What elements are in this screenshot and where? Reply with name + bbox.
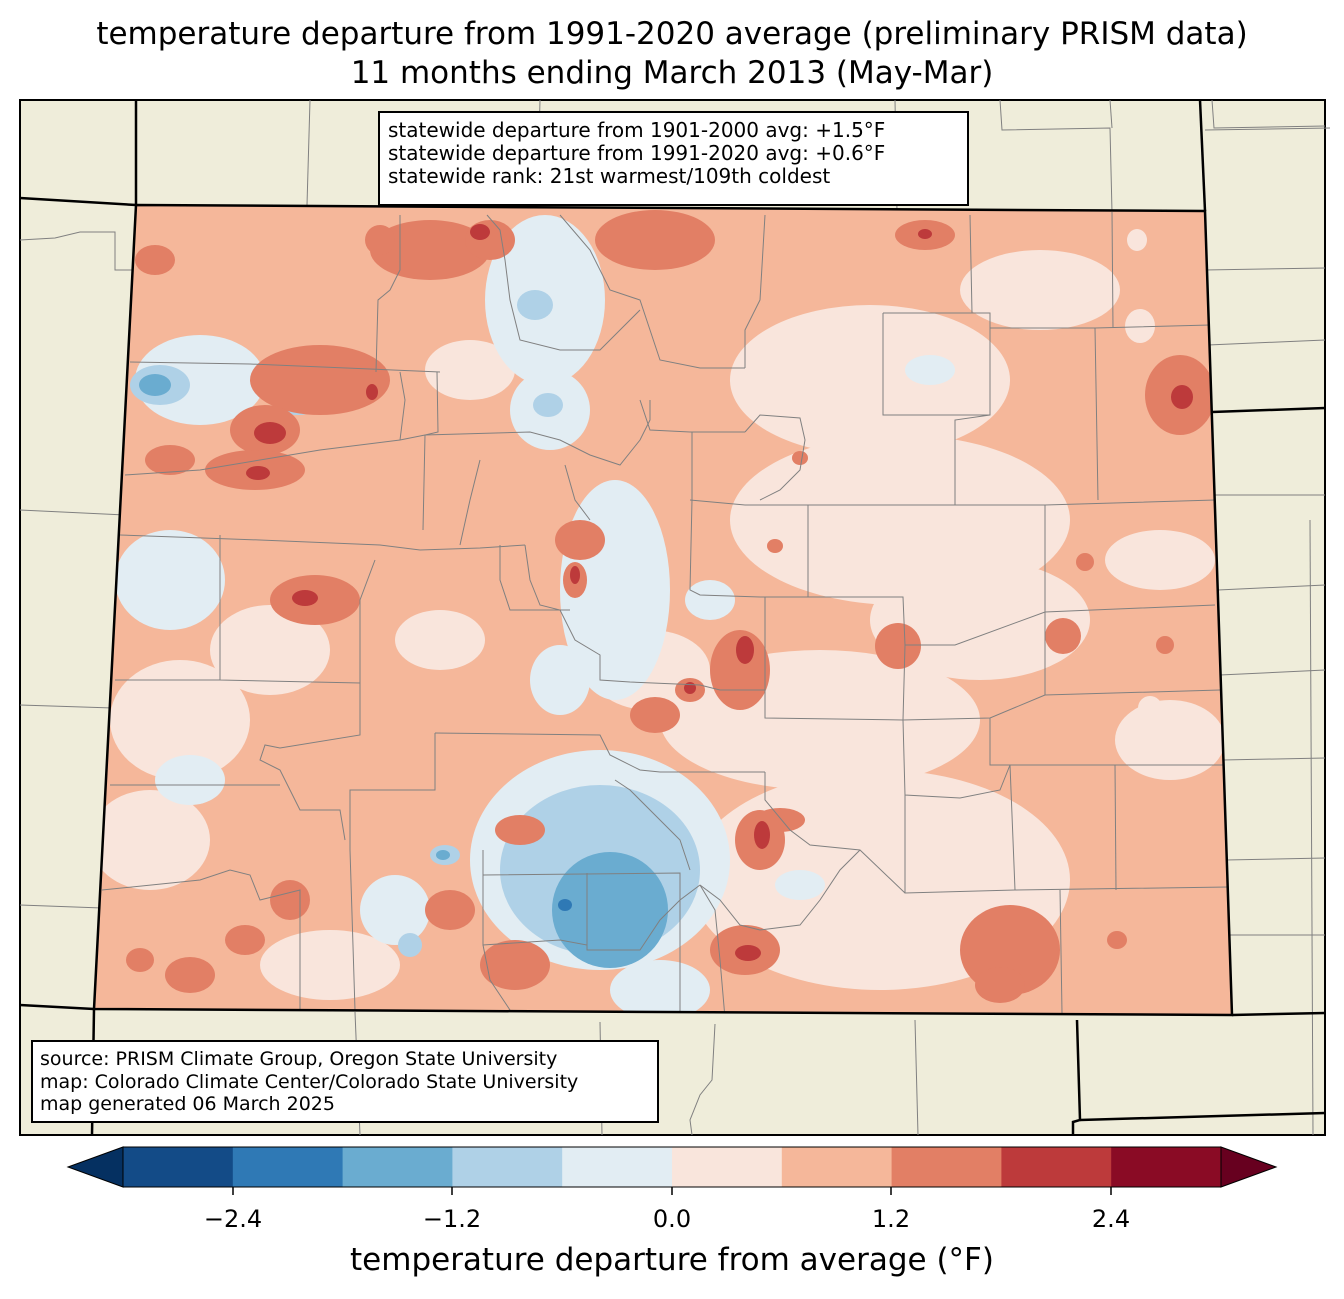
colorbar-max-extension — [1220, 1146, 1278, 1188]
stats-rank: statewide rank: 21st warmest/109th colde… — [388, 164, 831, 188]
colorbar — [66, 1146, 1278, 1195]
colorbar-bin — [1001, 1147, 1112, 1187]
colorbar-bin — [232, 1147, 344, 1187]
colorbar-tick-label: −2.4 — [203, 1205, 263, 1233]
map-subtitle: 11 months ending March 2013 (May-Mar) — [350, 55, 994, 91]
colorbar-tick-label: 2.4 — [1091, 1205, 1131, 1233]
colorbar-bin — [342, 1147, 453, 1187]
colorbar-bin — [452, 1147, 563, 1187]
generated-date-line: map generated 06 March 2025 — [40, 1093, 335, 1115]
stats-departure-1901-2000: statewide departure from 1901-2000 avg: … — [388, 118, 886, 142]
colorbar-tick-marks — [232, 1187, 1112, 1195]
map-title: temperature departure from 1991-2020 ave… — [96, 16, 1248, 52]
colorbar-bin — [1111, 1147, 1222, 1187]
map-credit-line: map: Colorado Climate Center/Colorado St… — [40, 1070, 579, 1093]
colorbar-bin — [123, 1147, 234, 1187]
source-credit-box: source: PRISM Climate Group, Oregon Stat… — [31, 1040, 659, 1123]
colorbar-bin — [562, 1147, 673, 1187]
stats-departure-1991-2020: statewide departure from 1991-2020 avg: … — [388, 141, 886, 165]
neighbor-county-lines — [19, 99, 1331, 1136]
colorbar-tick-label: 1.2 — [871, 1205, 911, 1233]
colorbar-label: temperature departure from average (°F) — [350, 1242, 994, 1278]
colorbar-tick-label: 0.0 — [652, 1205, 692, 1233]
colorbar-bin — [781, 1147, 893, 1187]
temperature-field — [94, 205, 1232, 1015]
colorbar-bin — [672, 1147, 783, 1187]
source-line: source: PRISM Climate Group, Oregon Stat… — [40, 1048, 558, 1070]
colorbar-bins — [123, 1147, 1222, 1187]
county-lines — [101, 211, 1229, 1015]
colorbar-min-extension — [66, 1146, 124, 1188]
colorbar-bin — [891, 1147, 1002, 1187]
colorbar-tick-label: −1.2 — [422, 1205, 482, 1233]
statewide-stats-box: statewide departure from 1901-2000 avg: … — [378, 111, 969, 206]
